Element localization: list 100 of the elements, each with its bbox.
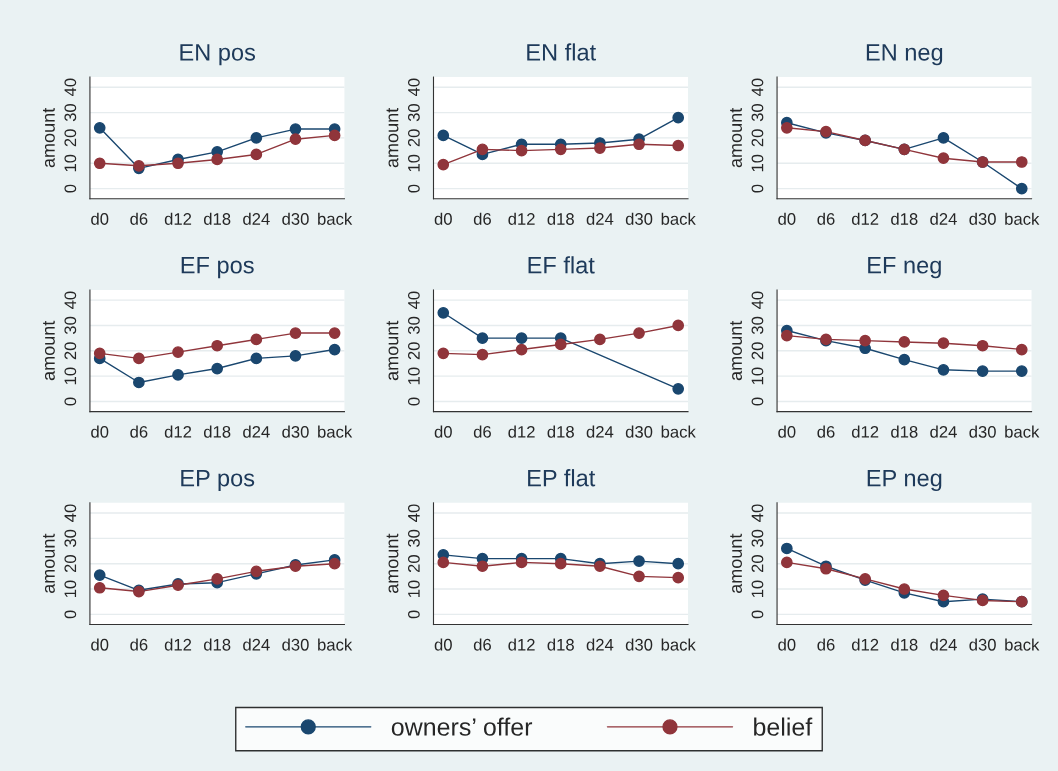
- y-tick-label: 30: [751, 529, 764, 547]
- x-tick-label: d12: [164, 425, 192, 438]
- x-tick-label: d0: [434, 425, 452, 438]
- x-tick-label: d24: [243, 425, 270, 438]
- x-tick-label: d0: [91, 212, 109, 225]
- y-tick-label: 10: [751, 580, 764, 598]
- x-tick-label: d0: [91, 425, 109, 438]
- y-tick-label: 20: [64, 129, 77, 147]
- y-axis-title: amount: [386, 533, 399, 594]
- x-tick-label: back: [661, 425, 696, 438]
- y-tick-label: 0: [407, 184, 420, 193]
- x-tick-label: back: [1005, 425, 1040, 438]
- x-tick-label: d12: [508, 212, 535, 225]
- x-tick-label: d6: [130, 638, 148, 651]
- x-tick-label: d6: [817, 425, 835, 438]
- x-tick-label: d30: [282, 638, 309, 651]
- y-tick-label: 20: [407, 342, 420, 360]
- y-tick-label: 10: [407, 580, 420, 598]
- x-tick-label: d30: [625, 212, 653, 225]
- x-tick-label: d6: [473, 638, 491, 651]
- x-tick-label: d18: [203, 425, 231, 438]
- y-tick-label: 0: [751, 397, 764, 406]
- x-tick-label: d24: [586, 638, 614, 651]
- chart-title: EP pos: [181, 469, 255, 492]
- y-axis-title: amount: [386, 107, 399, 168]
- x-tick-label: d0: [434, 212, 452, 225]
- y-tick-label: 20: [407, 129, 420, 147]
- chart-title: EP neg: [867, 469, 942, 492]
- y-tick-label: 30: [751, 316, 764, 335]
- x-tick-label: d30: [282, 212, 309, 225]
- y-tick-label: 20: [64, 342, 77, 360]
- x-tick-label: back: [318, 638, 353, 651]
- x-tick-label: d12: [508, 638, 535, 651]
- x-tick-label: d30: [969, 638, 996, 651]
- x-tick-label: d6: [817, 212, 835, 225]
- x-tick-label: d24: [930, 638, 957, 651]
- x-tick-label: d18: [891, 638, 918, 651]
- x-tick-label: d0: [778, 425, 796, 438]
- x-tick-label: d30: [282, 425, 309, 438]
- y-tick-label: 0: [407, 610, 420, 619]
- y-axis-title: amount: [43, 533, 55, 594]
- y-axis-title: amount: [43, 107, 55, 168]
- x-tick-label: back: [318, 212, 353, 225]
- x-tick-label: d18: [547, 638, 574, 651]
- x-tick-label: d18: [547, 212, 574, 225]
- y-tick-label: 0: [64, 610, 77, 619]
- y-tick-label: 30: [407, 103, 420, 122]
- x-tick-label: d24: [243, 638, 270, 651]
- y-tick-label: 10: [751, 154, 764, 172]
- x-tick-label: back: [318, 425, 353, 438]
- x-tick-label: d18: [547, 425, 574, 438]
- chart-title: EF flat: [528, 256, 595, 274]
- x-tick-label: d24: [243, 212, 270, 225]
- x-tick-label: d12: [851, 212, 879, 225]
- x-tick-label: d30: [969, 212, 996, 225]
- y-tick-label: 30: [407, 529, 420, 547]
- chart-title: EN flat: [527, 43, 596, 61]
- y-tick-label: 0: [64, 397, 77, 406]
- y-axis-title: amount: [730, 533, 742, 594]
- y-tick-label: 30: [64, 103, 77, 122]
- y-tick-label: 0: [407, 397, 420, 406]
- y-tick-label: 10: [407, 367, 420, 385]
- chart-title: EF pos: [181, 257, 254, 279]
- x-tick-label: d6: [473, 212, 491, 225]
- x-tick-label: d12: [851, 638, 879, 651]
- x-tick-label: d0: [91, 638, 109, 651]
- y-tick-label: 20: [751, 342, 764, 360]
- y-tick-label: 40: [407, 504, 420, 522]
- y-axis-title: amount: [730, 107, 742, 168]
- legend-label: owners’ offer: [391, 717, 533, 736]
- y-tick-label: 40: [64, 78, 77, 97]
- y-tick-label: 20: [64, 555, 77, 573]
- x-tick-label: d18: [891, 212, 918, 225]
- x-tick-label: d0: [778, 212, 796, 225]
- x-tick-label: d18: [203, 212, 231, 225]
- x-tick-label: d0: [778, 638, 796, 651]
- x-tick-label: back: [1005, 638, 1040, 651]
- x-tick-label: d12: [508, 425, 535, 438]
- y-tick-label: 0: [751, 610, 764, 619]
- y-tick-label: 40: [407, 291, 420, 309]
- y-tick-label: 0: [751, 184, 764, 193]
- y-tick-label: 40: [751, 78, 764, 97]
- x-tick-label: back: [661, 638, 696, 651]
- x-tick-label: d12: [851, 425, 879, 438]
- x-tick-label: d24: [586, 212, 614, 225]
- y-tick-label: 40: [64, 504, 77, 522]
- y-tick-label: 40: [407, 78, 420, 97]
- y-tick-label: 30: [751, 103, 764, 122]
- y-tick-label: 10: [64, 154, 77, 172]
- y-tick-label: 10: [407, 154, 420, 172]
- x-tick-label: d24: [930, 425, 957, 438]
- x-tick-label: d6: [473, 425, 491, 438]
- legend-label: belief: [754, 717, 813, 736]
- x-tick-label: d24: [586, 425, 614, 438]
- y-tick-label: 40: [751, 504, 764, 522]
- y-axis-title: amount: [730, 320, 742, 381]
- x-tick-label: back: [1005, 212, 1040, 225]
- x-tick-label: d24: [930, 212, 957, 225]
- x-tick-label: d12: [164, 638, 192, 651]
- chart-title: EN neg: [866, 44, 943, 66]
